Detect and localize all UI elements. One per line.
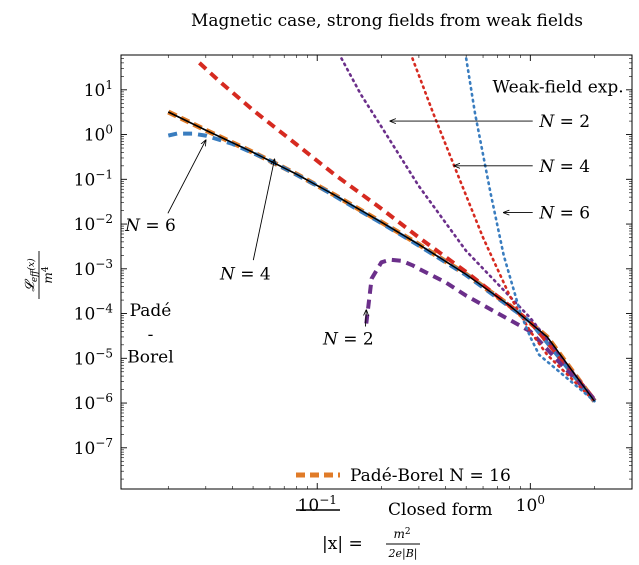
annotation-label: N = 2 <box>322 329 374 349</box>
y-tick-label: 10−7 <box>74 436 113 459</box>
annotation-label: N = 2 <box>538 112 590 132</box>
series-line <box>167 109 597 403</box>
annotation-arrow <box>366 310 367 327</box>
y-tick-label: 10−1 <box>74 167 113 190</box>
legend: Padé-Borel N = 16 Closed form <box>296 466 511 520</box>
y-axis-label: 𝓛eff(x) m4 <box>23 251 55 299</box>
annotation-label: N = 4 <box>219 265 271 285</box>
y-axis-label-denominator: m4 <box>41 266 55 283</box>
y-tick-label: 10−2 <box>74 212 113 235</box>
annotation-label: - <box>148 325 154 345</box>
x-axis-label-denominator: 2e|B| <box>387 547 417 561</box>
legend-label-closed-form: Closed form <box>388 500 493 520</box>
legend-label-pade-borel: Padé-Borel N = 16 <box>350 466 511 486</box>
y-tick-label: 10−3 <box>74 257 113 280</box>
y-axis-label-numerator: 𝓛eff(x) <box>23 258 40 292</box>
tick-labels: 10−1 100 101 100 10−1 10−2 10−3 10−4 10−5 10−6 10−… <box>74 78 545 516</box>
annotation-arrow <box>252 159 274 261</box>
y-tick-label: 10−5 <box>74 346 113 369</box>
x-axis-label-numerator: m2 <box>393 527 410 541</box>
y-tick-label: 10−4 <box>74 302 114 325</box>
chart-title: Magnetic case, strong fields from weak f… <box>191 11 583 31</box>
series-layer <box>167 57 597 403</box>
x-tick-label: 10−1 <box>298 493 337 516</box>
annotation-label: Weak-field exp. <box>493 77 624 97</box>
annotation-label: N = 6 <box>124 216 176 236</box>
x-axis-label: |x| = m2 2e|B| <box>322 527 420 561</box>
y-tick-label: 100 <box>84 123 113 146</box>
x-axis-label-lhs: |x| = <box>322 534 363 554</box>
y-tick-label: 101 <box>84 78 113 101</box>
major-ticks <box>121 55 632 489</box>
minor-ticks <box>121 54 633 489</box>
series-line <box>340 57 596 401</box>
series-line <box>167 111 596 402</box>
series-line-closed-form <box>167 111 596 402</box>
annotation-arrow <box>167 140 206 214</box>
plot-frame <box>120 54 633 490</box>
annotation-layer: Weak-field exp. N = 2 N = 4 N = 6 N = 6 N = 4… <box>124 77 624 367</box>
annotation-label: N = 4 <box>538 157 590 177</box>
series-line <box>364 257 596 401</box>
annotation-label: Padé <box>130 301 172 321</box>
annotation-label: Borel <box>127 347 173 367</box>
annotation-label: N = 6 <box>538 204 590 224</box>
x-tick-label: 100 <box>516 493 545 516</box>
series-line <box>411 57 596 403</box>
series-line <box>464 57 596 403</box>
y-tick-label: 10−6 <box>74 391 113 414</box>
